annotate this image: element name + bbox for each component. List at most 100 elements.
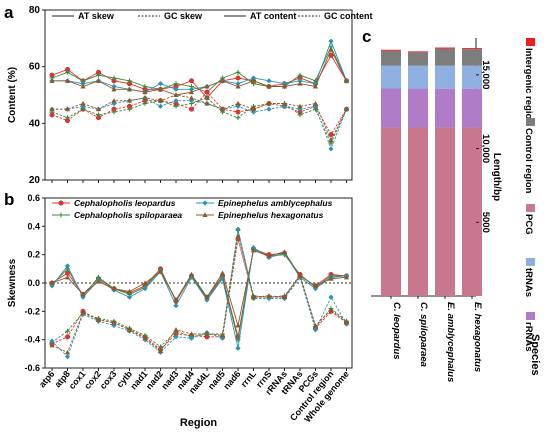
- chart-panel-a: 20 40 60 80 Content (%) AT skew GC skew AT cont…: [7, 5, 373, 186]
- series-line: [51, 236, 347, 354]
- data-point: [328, 146, 334, 152]
- panel-b-label: b: [4, 190, 14, 209]
- data-point: [126, 294, 133, 300]
- data-point: [173, 334, 179, 340]
- data-point: [266, 78, 272, 84]
- panel-c-legend-label: tRNAs: [523, 268, 534, 297]
- panel-c-legend-swatch: [526, 38, 535, 46]
- panel-b-ytick-label: 0.6: [27, 193, 40, 203]
- data-point: [235, 109, 241, 115]
- panel-c-legend-swatch: [526, 258, 535, 266]
- data-point: [157, 98, 164, 103]
- panel-a-legend-label: AT skew: [78, 11, 115, 21]
- data-point: [127, 106, 132, 112]
- data-point: [328, 132, 334, 138]
- data-point: [173, 297, 179, 302]
- data-point: [297, 103, 303, 109]
- data-point: [235, 226, 241, 232]
- data-point: [312, 83, 319, 89]
- panel-b-xlabel: Region: [180, 417, 218, 429]
- data-point: [49, 280, 55, 285]
- data-point: [343, 106, 350, 112]
- data-point: [173, 86, 179, 92]
- series-line: [51, 246, 347, 349]
- panel-a-legend-label: AT content: [250, 11, 296, 21]
- data-point: [250, 247, 257, 253]
- series-line: [51, 97, 347, 145]
- data-point: [219, 270, 226, 276]
- bar-segment: [408, 52, 428, 66]
- data-point: [95, 317, 102, 322]
- data-point: [173, 98, 179, 104]
- panel-c-label: c: [362, 27, 371, 46]
- panel-b-legend-label: Epinephelus hexagonatus: [218, 210, 324, 220]
- data-point: [328, 137, 334, 143]
- panel-b-xtick-label: rrnL: [239, 368, 259, 389]
- data-point: [64, 78, 71, 83]
- data-point: [312, 100, 319, 106]
- panel-a-legend-label: GC content: [324, 11, 373, 21]
- panel-c-xtick-label: E. hexagonatus: [472, 302, 483, 372]
- panel-c-legend-label: Control region: [523, 128, 534, 194]
- data-point: [312, 327, 319, 333]
- panel-b-legend-label: Cephalopholis leopardus: [74, 198, 176, 208]
- data-point: [126, 327, 133, 332]
- data-point: [328, 276, 334, 281]
- data-point: [126, 288, 133, 294]
- data-point: [250, 109, 257, 115]
- data-point: [157, 269, 164, 274]
- data-point: [64, 354, 71, 360]
- data-point: [235, 115, 241, 121]
- panel-b-ytick-label: 0.4: [27, 221, 40, 231]
- panel-a-ylabel: Content (%): [7, 67, 18, 123]
- data-point: [235, 100, 241, 106]
- data-point: [328, 294, 334, 300]
- data-point: [250, 244, 257, 251]
- data-point: [188, 106, 194, 112]
- data-point: [235, 69, 241, 75]
- panel-c-legend-swatch: [526, 204, 535, 212]
- data-point: [142, 101, 148, 106]
- data-point: [111, 75, 117, 81]
- bar-segment: [381, 65, 401, 89]
- panel-b-xtick-label: nad6: [221, 369, 242, 392]
- series-line: [51, 248, 347, 340]
- data-point: [96, 112, 101, 118]
- bar-segment: [462, 49, 482, 66]
- data-point: [204, 294, 210, 300]
- bar-segment: [462, 65, 482, 89]
- data-point: [235, 81, 241, 87]
- panel-b-legend-marker: [202, 200, 208, 206]
- data-point: [158, 344, 163, 350]
- data-point: [49, 338, 55, 344]
- data-point: [188, 335, 195, 341]
- bar-segment: [462, 48, 482, 50]
- data-point: [250, 294, 257, 300]
- data-point: [157, 103, 164, 109]
- panel-a-frame: [44, 9, 353, 181]
- data-point: [250, 75, 257, 81]
- data-point: [173, 103, 179, 109]
- data-point: [281, 100, 288, 106]
- data-point: [250, 106, 257, 112]
- data-point: [65, 328, 70, 334]
- data-point: [188, 86, 195, 92]
- panel-b-ytick-label: -0.2: [24, 306, 40, 316]
- data-point: [95, 278, 102, 284]
- data-point: [127, 78, 132, 84]
- panel-c-ytick-label: 5000: [480, 212, 491, 233]
- data-point: [281, 81, 288, 87]
- data-point: [80, 100, 86, 106]
- data-point: [49, 342, 55, 348]
- series-line: [51, 91, 347, 136]
- panel-c-xtick-label: C. spiloparaea: [418, 302, 429, 367]
- bar-segment: [381, 50, 401, 66]
- panel-b-legend-marker: [58, 212, 64, 218]
- data-point: [142, 84, 148, 89]
- panel-c-legend-swatch: [526, 118, 535, 126]
- panel-c-xlabel: Species: [529, 334, 541, 376]
- data-point: [250, 78, 257, 83]
- data-point: [281, 294, 288, 300]
- bar-segment: [408, 88, 428, 128]
- panel-b-ytick-label: 0.0: [27, 278, 40, 288]
